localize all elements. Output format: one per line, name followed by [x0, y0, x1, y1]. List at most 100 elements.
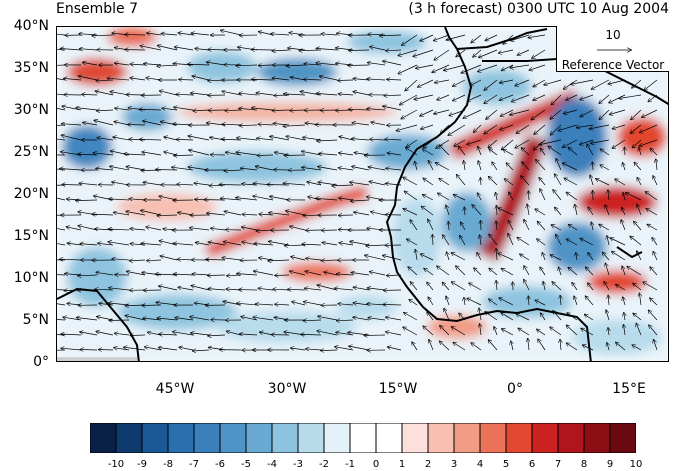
wind-vector [591, 139, 610, 143]
wind-vector [517, 49, 530, 55]
wind-vector [446, 34, 466, 40]
wind-vector [446, 205, 450, 216]
colorbar-swatch [557, 423, 585, 453]
wind-vector [535, 300, 546, 306]
wind-vector [78, 76, 98, 81]
wind-vector [403, 327, 418, 336]
wind-vector [471, 34, 482, 43]
wind-vector [320, 76, 338, 81]
wind-vector [301, 334, 322, 335]
wind-vector [464, 207, 465, 216]
wind-vector [434, 34, 450, 41]
wind-vector [188, 136, 210, 141]
reference-vector-magnitude: 10 [605, 28, 621, 42]
wind-vector [612, 124, 626, 129]
wind-vector [503, 150, 514, 156]
wind-vector [160, 91, 178, 96]
wind-vector [566, 94, 578, 100]
wind-vector [302, 167, 322, 171]
wind-vector [370, 272, 386, 276]
wind-vector [634, 221, 642, 231]
wind-vector [67, 243, 82, 245]
wind-vector [368, 63, 386, 66]
wind-vector [463, 109, 482, 118]
wind-vector [440, 326, 450, 336]
shaded-field [57, 27, 668, 361]
wind-vector [451, 253, 466, 261]
wind-vector [636, 323, 642, 336]
wind-vector [543, 282, 545, 291]
wind-vector [190, 228, 210, 231]
wind-vector [130, 78, 146, 80]
wind-vector [385, 139, 402, 140]
wind-vector [80, 244, 98, 245]
wind-vector [428, 297, 434, 306]
wind-vector [367, 79, 386, 80]
wind-vector [161, 34, 178, 35]
wind-vector [452, 282, 466, 291]
wind-vector [590, 175, 594, 186]
wind-vector [580, 238, 594, 246]
wind-vector [444, 309, 450, 321]
wind-vector [499, 49, 514, 53]
wind-vector [516, 314, 530, 321]
colorbar-swatch [245, 423, 273, 453]
wind-vector [195, 49, 210, 51]
wind-vector [501, 109, 514, 116]
lon-tick-label: 45°W [155, 381, 195, 397]
wind-vector [383, 106, 402, 111]
wind-vector [174, 274, 194, 275]
wind-vector [386, 332, 402, 336]
wind-vector [588, 283, 594, 291]
wind-vector [459, 313, 466, 321]
wind-vector [610, 109, 626, 115]
wind-vector [415, 250, 417, 261]
lat-tick-label: 30°N [13, 102, 49, 118]
wind-vector [555, 174, 562, 186]
wind-vector [241, 168, 258, 170]
wind-vector [608, 328, 609, 336]
wind-vector [189, 150, 210, 156]
wind-vector [275, 304, 290, 305]
wind-vector [92, 35, 114, 36]
wind-vector [57, 93, 66, 96]
wind-vector [146, 227, 162, 231]
wind-vector [524, 220, 530, 231]
wind-vector [423, 326, 434, 336]
wind-vector [222, 91, 242, 96]
wind-vector [257, 138, 274, 140]
wind-vector [130, 229, 146, 230]
wind-vector [501, 313, 514, 321]
wind-vector [304, 79, 322, 80]
wind-vector [589, 124, 610, 129]
wind-vector [605, 263, 610, 276]
wind-vector [78, 226, 98, 231]
wind-vector [583, 345, 594, 351]
wind-vector [478, 146, 482, 156]
wind-vector [386, 317, 402, 321]
wind-vector [474, 124, 482, 132]
wind-vector [321, 350, 338, 351]
wind-vector [97, 138, 114, 141]
wind-vector [380, 35, 402, 36]
wind-vector [632, 345, 642, 351]
wind-vector [405, 79, 418, 91]
wind-vector [286, 65, 306, 66]
colorbar-swatch [401, 423, 429, 453]
wind-vector [366, 245, 386, 246]
wind-vector [599, 94, 610, 103]
wind-vector [257, 155, 274, 156]
wind-vector [143, 182, 162, 186]
wind-vector [639, 148, 641, 156]
wind-vector [540, 148, 546, 156]
wind-vector [157, 215, 178, 216]
wind-vector [509, 192, 514, 201]
wind-vector [499, 94, 514, 100]
wind-vector [283, 183, 306, 185]
wind-vector [650, 267, 658, 276]
wind-vector [192, 274, 210, 275]
lat-tick-label: 35°N [13, 60, 49, 76]
wind-vector [140, 46, 162, 51]
wind-vector [652, 238, 658, 246]
wind-vector [488, 340, 498, 351]
